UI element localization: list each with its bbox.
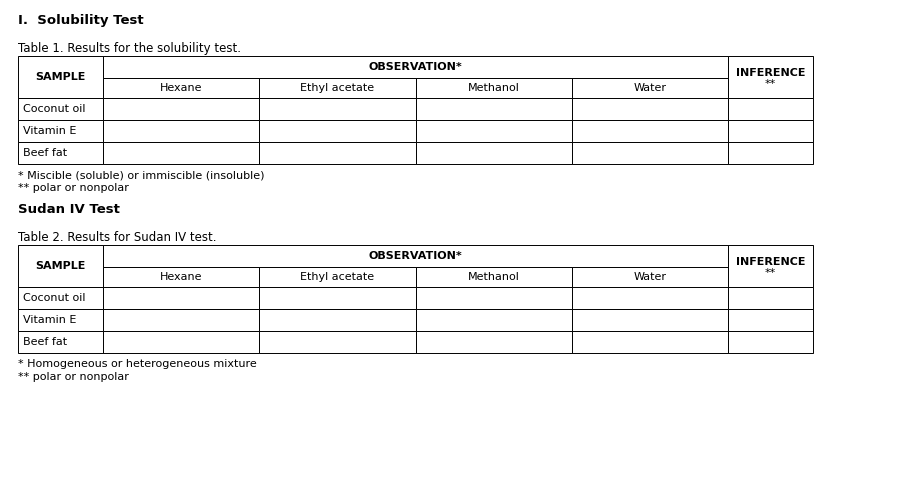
Bar xyxy=(728,142,813,164)
Bar xyxy=(103,98,259,120)
Bar xyxy=(259,331,416,353)
Bar xyxy=(572,267,728,287)
Text: SAMPLE: SAMPLE xyxy=(35,261,86,271)
Bar xyxy=(728,287,813,309)
Bar xyxy=(103,56,728,78)
Text: Sudan IV Test: Sudan IV Test xyxy=(18,203,120,216)
Bar xyxy=(18,245,103,287)
Text: Water: Water xyxy=(633,272,667,282)
Bar xyxy=(103,78,259,98)
Bar xyxy=(728,245,813,287)
Bar xyxy=(259,287,416,309)
Text: SAMPLE: SAMPLE xyxy=(35,72,86,82)
Text: Table 2. Results for Sudan IV test.: Table 2. Results for Sudan IV test. xyxy=(18,231,217,244)
Text: ** polar or nonpolar: ** polar or nonpolar xyxy=(18,372,129,382)
Bar xyxy=(18,56,103,98)
Text: Beef fat: Beef fat xyxy=(23,148,67,158)
Text: Hexane: Hexane xyxy=(159,83,202,93)
Bar xyxy=(572,78,728,98)
Text: Table 1. Results for the solubility test.: Table 1. Results for the solubility test… xyxy=(18,42,241,55)
Bar xyxy=(18,287,103,309)
Text: Hexane: Hexane xyxy=(159,272,202,282)
Bar xyxy=(416,142,572,164)
Bar xyxy=(416,309,572,331)
Bar xyxy=(259,98,416,120)
Bar xyxy=(416,331,572,353)
Bar xyxy=(728,56,813,98)
Bar xyxy=(18,331,103,353)
Bar xyxy=(416,120,572,142)
Bar xyxy=(18,120,103,142)
Bar xyxy=(572,142,728,164)
Text: INFERENCE: INFERENCE xyxy=(736,68,805,78)
Text: Ethyl acetate: Ethyl acetate xyxy=(300,83,374,93)
Bar xyxy=(103,245,728,267)
Bar xyxy=(103,331,259,353)
Bar xyxy=(728,309,813,331)
Bar xyxy=(18,98,103,120)
Text: Ethyl acetate: Ethyl acetate xyxy=(300,272,374,282)
Bar xyxy=(259,142,416,164)
Bar xyxy=(259,309,416,331)
Bar xyxy=(728,98,813,120)
Text: OBSERVATION*: OBSERVATION* xyxy=(369,251,462,261)
Bar xyxy=(416,98,572,120)
Text: Methanol: Methanol xyxy=(467,272,519,282)
Bar xyxy=(103,142,259,164)
Bar xyxy=(572,287,728,309)
Text: * Miscible (soluble) or immiscible (insoluble): * Miscible (soluble) or immiscible (inso… xyxy=(18,170,265,180)
Text: Beef fat: Beef fat xyxy=(23,337,67,347)
Bar xyxy=(416,267,572,287)
Text: Coconut oil: Coconut oil xyxy=(23,104,85,114)
Bar xyxy=(18,142,103,164)
Text: INFERENCE: INFERENCE xyxy=(736,257,805,267)
Text: * Homogeneous or heterogeneous mixture: * Homogeneous or heterogeneous mixture xyxy=(18,359,256,369)
Bar xyxy=(103,267,259,287)
Text: Vitamin E: Vitamin E xyxy=(23,315,76,325)
Bar xyxy=(259,78,416,98)
Bar xyxy=(18,309,103,331)
Text: I.  Solubility Test: I. Solubility Test xyxy=(18,14,144,27)
Bar xyxy=(259,267,416,287)
Bar xyxy=(103,120,259,142)
Text: ** polar or nonpolar: ** polar or nonpolar xyxy=(18,183,129,193)
Bar xyxy=(259,120,416,142)
Bar xyxy=(416,78,572,98)
Bar xyxy=(728,331,813,353)
Bar xyxy=(728,120,813,142)
Text: **: ** xyxy=(765,79,776,89)
Text: Water: Water xyxy=(633,83,667,93)
Text: OBSERVATION*: OBSERVATION* xyxy=(369,62,462,72)
Text: Methanol: Methanol xyxy=(467,83,519,93)
Text: Coconut oil: Coconut oil xyxy=(23,293,85,303)
Text: **: ** xyxy=(765,268,776,278)
Bar xyxy=(416,287,572,309)
Bar xyxy=(103,287,259,309)
Bar xyxy=(572,331,728,353)
Text: Vitamin E: Vitamin E xyxy=(23,126,76,136)
Bar xyxy=(572,98,728,120)
Bar xyxy=(103,309,259,331)
Bar xyxy=(572,309,728,331)
Bar xyxy=(572,120,728,142)
